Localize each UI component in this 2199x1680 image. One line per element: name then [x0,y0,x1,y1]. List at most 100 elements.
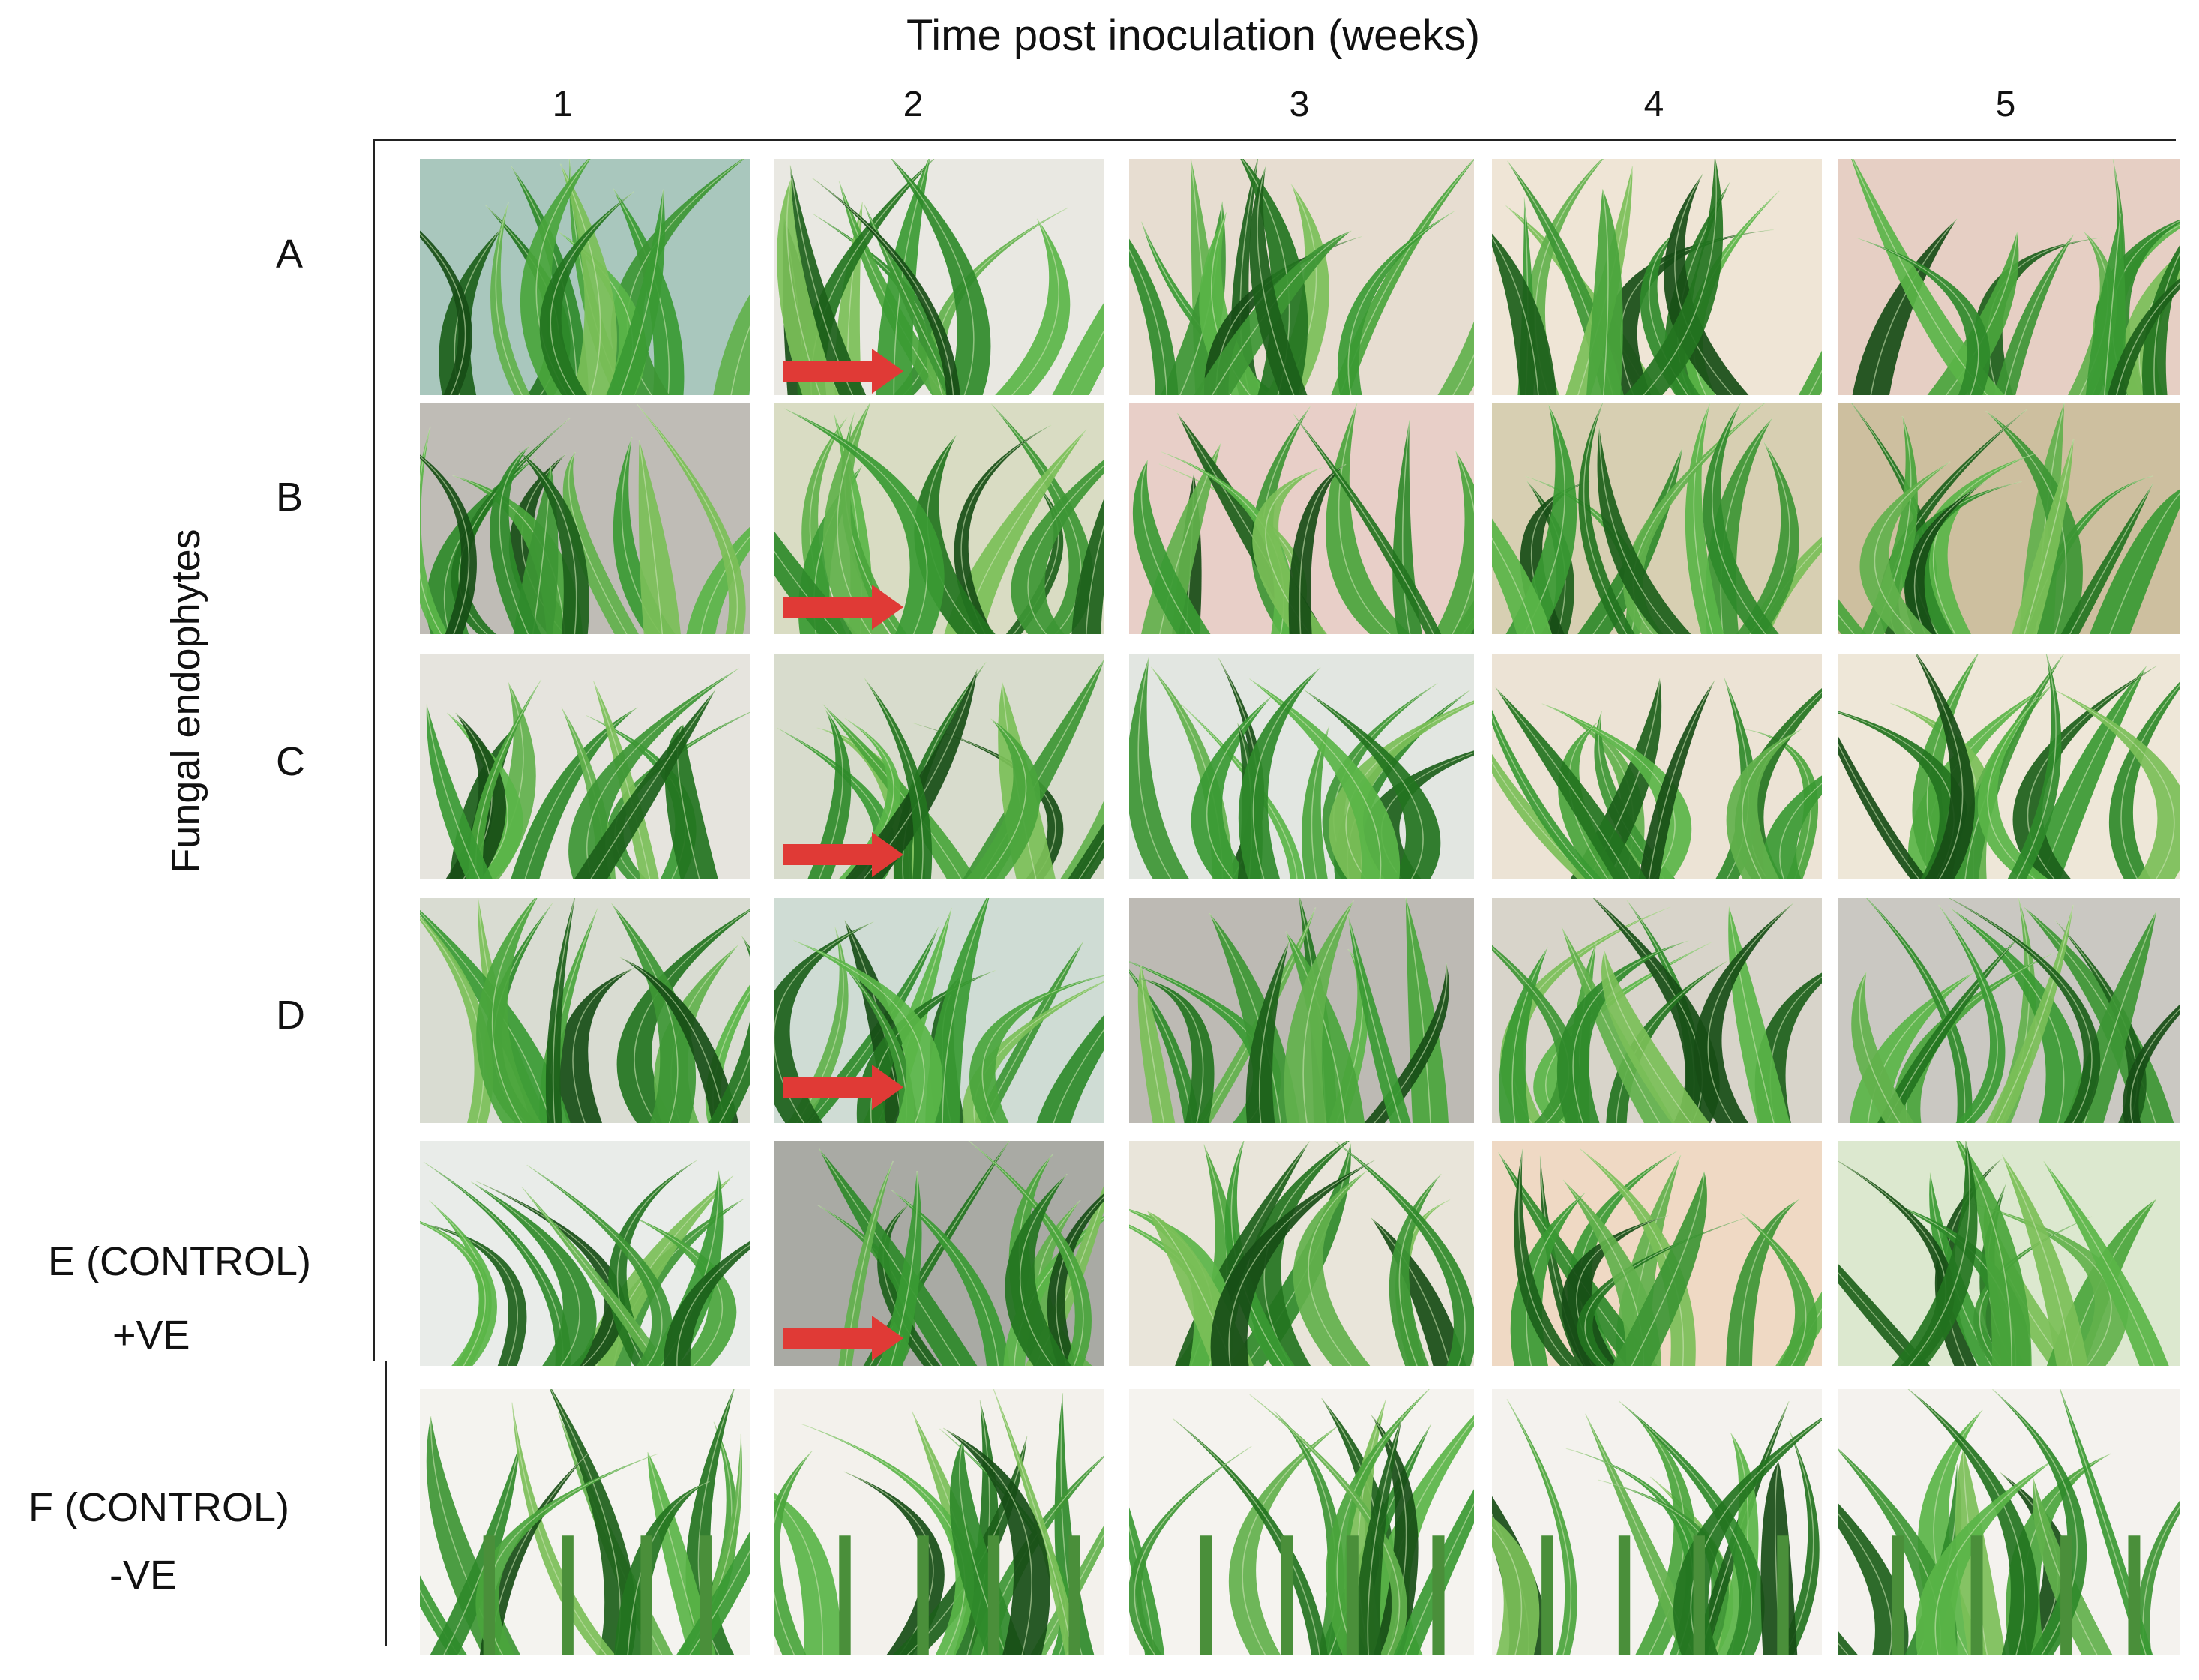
leaf [647,1452,716,1655]
leaf [1364,963,1449,1123]
leaf [1181,704,1305,879]
leaf [1938,905,2006,1123]
red-arrow-icon [783,832,903,877]
leaf [1619,1401,1765,1655]
leaf [1355,1415,1403,1655]
leaf [1129,1507,1165,1655]
stem [839,1535,851,1655]
leaf [1173,1418,1329,1655]
leaf [613,436,676,634]
leaf [676,1532,750,1655]
stem [917,1535,929,1655]
leaf [1389,1174,1442,1366]
leaf [513,465,559,634]
leaf [1210,1160,1376,1366]
leaf [1638,680,1715,879]
stem [1618,1535,1631,1655]
leaf [1505,404,1577,634]
leaf [774,921,874,1123]
leaf [1334,1141,1474,1366]
leaf [1129,1446,1252,1655]
leaf [783,408,945,634]
row-sublabel-e: +VE [112,1313,190,1358]
leaf [1507,1399,1577,1655]
plant-photo-a-week-5 [1838,159,2180,395]
leaf [2053,689,2180,879]
leaf [420,230,472,395]
leaf [1238,667,1321,879]
leaf [949,1439,1026,1655]
leaf [1901,481,2022,634]
leaf [1293,1170,1371,1366]
leaf [1284,900,1354,1123]
plant-photo-d-week-3 [1129,898,1474,1123]
stem [1281,1535,1293,1655]
left-axis-line-upper [373,139,375,1361]
leaf [1510,1193,1586,1366]
column-label-5: 5 [1995,85,2016,124]
leaf [1132,460,1211,634]
leaf [876,159,930,395]
leaf [1303,689,1441,879]
plant-photo-f-week-1 [420,1389,750,1655]
red-arrow-icon [783,585,903,630]
leaf [1592,898,1720,1123]
leaf [891,159,991,395]
leaf [1129,976,1215,1123]
stem [1970,1535,1983,1655]
leaf [943,1427,1050,1655]
row-label-d: D [276,993,305,1038]
leaf [1071,499,1104,634]
leaf [1949,908,2082,1123]
leaf [1578,403,1635,634]
top-axis-line [373,139,2176,141]
stem [987,1535,1000,1655]
column-label-1: 1 [552,85,573,124]
leaf [1949,898,2101,1123]
leaf [1598,1480,1729,1655]
leaf [685,1389,735,1655]
leaf [2135,1501,2180,1655]
leaf [1856,238,1991,395]
leaf [1742,729,1819,879]
leaf [1247,1141,1350,1366]
leaf [838,1160,894,1366]
leaf [2090,489,2180,634]
leaf [426,704,493,879]
leaf [1047,1193,1104,1366]
leaf [1266,184,1329,395]
leaf [1499,947,1548,1123]
leaf [793,940,943,1123]
stem [1346,1535,1359,1655]
row-label-a: A [276,232,304,277]
row-label-c: C [276,739,305,784]
leaf [511,166,589,395]
row-label-f: F (CONTROL) [28,1485,289,1530]
plant-photo-c-week-1 [420,654,750,879]
red-arrow-icon [783,1065,903,1110]
leaf [1209,913,1300,1123]
leaf [774,1451,813,1655]
stem [1892,1535,1904,1655]
leaf [1011,460,1104,634]
leaf [1892,1141,1978,1366]
plant-photo-c-week-3 [1129,654,1474,879]
plant-photo-d-week-4 [1492,898,1822,1123]
leaf [1288,464,1347,634]
leaf [1838,1161,1955,1366]
leaf [1129,238,1179,395]
leaf [879,1170,922,1366]
leaf [1726,1199,1799,1366]
leaf [471,1181,597,1366]
leaf [1586,189,1623,395]
leaf [1612,1171,1707,1366]
leaf [1866,898,1973,1123]
leaf [1919,453,2036,634]
leaf [944,429,1087,634]
leaf [1915,1458,2056,1655]
stem [1693,1535,1705,1655]
leaf [420,915,493,1123]
plant-photo-c-week-4 [1492,654,1822,879]
leaf [445,712,506,879]
leaf [1838,1264,1931,1366]
